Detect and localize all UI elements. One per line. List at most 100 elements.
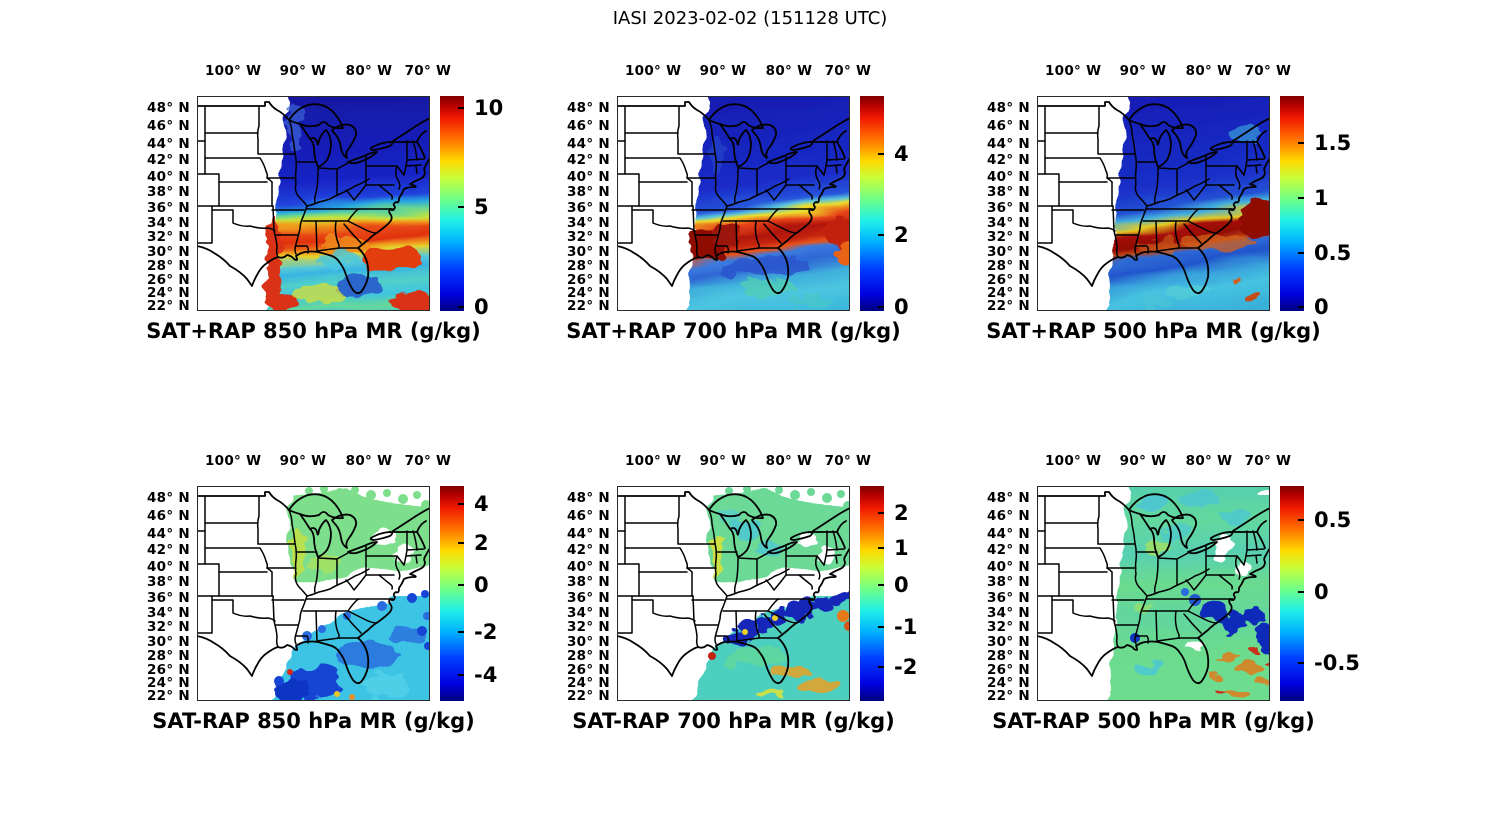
- lat-tick-label: 32° N: [566, 619, 610, 636]
- colorbar-labels: 0 0.5 1 1.5: [1314, 96, 1384, 319]
- colorbar: [440, 96, 464, 311]
- latitude-axis: 48° N 46° N 44° N 42° N 40° N 38° N 36° N 34° N…: [968, 96, 1030, 315]
- colorbar-tick-label: -2: [474, 619, 498, 644]
- lat-tick-label: 46° N: [566, 118, 610, 135]
- longitude-axis: 100° W 90° W 80° W 70° W: [617, 63, 871, 83]
- lat-tick-label: 34° N: [986, 214, 1030, 231]
- colorbar-tick-mark: [458, 106, 464, 109]
- lat-tick-label: 22° N: [986, 688, 1030, 705]
- colorbar-tick-mark: [878, 666, 884, 669]
- colorbar-tick-mark: [1298, 305, 1304, 308]
- lat-tick-label: 44° N: [566, 135, 610, 152]
- panel-sat-plus-rap-850: 100° W 90° W 80° W 70° W 48° N 46° N 44° N 42°…: [146, 63, 503, 343]
- map-frame: [1037, 96, 1270, 311]
- lat-tick-label: 24° N: [986, 675, 1030, 692]
- longitude-axis: 100° W 90° W 80° W 70° W: [197, 453, 451, 473]
- colorbar-tick-label: -0.5: [1314, 650, 1360, 675]
- lat-tick-label: 32° N: [146, 619, 190, 636]
- lon-tick-label: 100° W: [624, 63, 682, 79]
- lon-tick-label: 70° W: [404, 453, 452, 469]
- colorbar-tick-mark: [1298, 590, 1304, 593]
- lat-tick-label: 40° N: [566, 558, 610, 575]
- lat-tick-label: 36° N: [146, 589, 190, 606]
- panel-sat-plus-rap-700: 100° W 90° W 80° W 70° W 48° N 46° N 44° N 42°…: [566, 63, 908, 343]
- lon-tick-label: 90° W: [1119, 453, 1167, 469]
- lat-tick-label: 48° N: [146, 490, 190, 507]
- colorbar-tick-label: 0.5: [1314, 240, 1352, 265]
- colorbar-tick-label: 4: [894, 142, 909, 167]
- map-plot: [197, 96, 430, 311]
- panel-sat-minus-rap-850: 100° W 90° W 80° W 70° W 48° N 46° N 44° N 42°…: [147, 453, 497, 733]
- lat-tick-label: 42° N: [566, 152, 610, 169]
- lat-tick-label: 44° N: [146, 135, 190, 152]
- lon-tick-label: 90° W: [279, 63, 327, 79]
- colorbar-tick-mark: [1298, 661, 1304, 664]
- longitude-axis: 100° W 90° W 80° W 70° W: [197, 63, 451, 83]
- colorbar-tick-label: 4: [474, 492, 489, 517]
- lat-tick-label: 42° N: [146, 542, 190, 559]
- map-frame: [197, 486, 430, 701]
- latitude-axis: 48° N 46° N 44° N 42° N 40° N 38° N 36° N 34° N…: [128, 96, 190, 314]
- lat-tick-label: 34° N: [566, 214, 610, 231]
- map-plot: [1037, 486, 1270, 701]
- latitude-axis: 48° N 46° N 44° N 42° N 40° N 38° N 36° N 34° N…: [128, 486, 190, 705]
- lat-tick-label: 48° N: [566, 100, 610, 117]
- colorbar-tick-mark: [1298, 142, 1304, 145]
- data-swath: [689, 486, 850, 701]
- lon-tick-label: 100° W: [624, 453, 682, 469]
- lat-tick-label: 32° N: [986, 619, 1030, 636]
- lat-tick-label: 42° N: [146, 152, 190, 169]
- data-swath: [269, 486, 430, 701]
- lat-tick-label: 32° N: [566, 229, 610, 246]
- lat-tick-label: 44° N: [566, 525, 610, 542]
- lat-tick-label: 22° N: [146, 688, 190, 705]
- lat-tick-label: 36° N: [566, 199, 610, 216]
- lat-tick-label: 38° N: [986, 184, 1030, 201]
- map-plot: [617, 96, 850, 311]
- colorbar: [860, 96, 884, 311]
- lat-tick-label: 30° N: [566, 633, 610, 650]
- longitude-axis: 100° W 90° W 80° W 70° W: [1037, 63, 1291, 83]
- map-plot: [1037, 96, 1270, 311]
- colorbar-tick-mark: [458, 305, 464, 308]
- colorbar-tick-label: 1.5: [1314, 131, 1352, 156]
- lon-tick-label: 100° W: [1044, 63, 1102, 79]
- lon-tick-label: 100° W: [204, 453, 262, 469]
- lat-tick-label: 38° N: [566, 574, 610, 591]
- lon-tick-label: 100° W: [204, 63, 262, 79]
- lat-tick-label: 48° N: [146, 100, 190, 117]
- colorbar-tick-label: 1: [1314, 185, 1329, 210]
- colorbar-labels: -4 -2 0 2 4: [474, 486, 544, 701]
- colorbar-tick-label: 0: [1314, 579, 1329, 604]
- lat-tick-label: 22° N: [986, 298, 1030, 315]
- map-frame: [1037, 486, 1270, 701]
- lat-tick-label: 34° N: [146, 214, 190, 231]
- lon-tick-label: 80° W: [345, 453, 393, 469]
- panel-title: SAT+RAP 850 hPa MR (g/kg): [146, 319, 481, 343]
- lat-tick-label: 40° N: [986, 168, 1030, 185]
- lon-tick-label: 70° W: [404, 63, 452, 79]
- lat-tick-label: 34° N: [146, 604, 190, 621]
- lat-tick-label: 28° N: [566, 647, 610, 664]
- lat-tick-label: 36° N: [986, 199, 1030, 216]
- lat-tick-label: 48° N: [986, 100, 1030, 117]
- lon-tick-label: 80° W: [1185, 453, 1233, 469]
- latitude-axis: 48° N 46° N 44° N 42° N 40° N 38° N 36° N 34° N…: [548, 96, 610, 314]
- lat-tick-label: 26° N: [146, 271, 190, 288]
- colorbar-tick-mark: [458, 206, 464, 209]
- lat-tick-label: 34° N: [986, 604, 1030, 621]
- colorbar-tick-label: -2: [894, 655, 918, 680]
- colorbar-labels: -2 -1 0 1 2: [894, 486, 964, 701]
- lat-tick-label: 26° N: [566, 661, 610, 678]
- lat-tick-label: 24° N: [566, 285, 610, 302]
- colorbar-tick-mark: [878, 234, 884, 237]
- colorbar-tick-mark: [1298, 251, 1304, 254]
- colorbar-tick-mark: [458, 503, 464, 506]
- lat-tick-label: 36° N: [146, 199, 190, 216]
- lon-tick-label: 90° W: [699, 453, 747, 469]
- lat-tick-label: 40° N: [986, 558, 1030, 575]
- lat-tick-label: 28° N: [146, 257, 190, 274]
- lat-tick-label: 34° N: [566, 604, 610, 621]
- lat-tick-label: 28° N: [146, 647, 190, 664]
- lon-tick-label: 70° W: [824, 63, 872, 79]
